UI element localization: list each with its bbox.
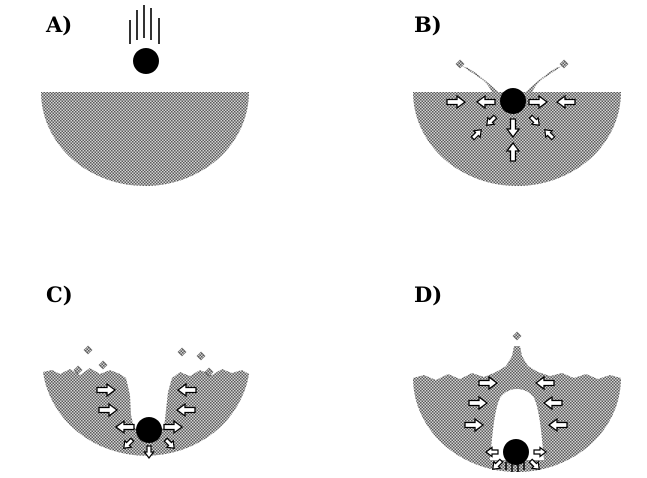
panel-b [413,59,621,186]
panel-a [41,5,249,186]
liquid-bowl-c [43,368,249,456]
impact-ball [500,88,526,114]
splash-droplet-icon [455,59,569,69]
falling-ball [133,48,159,74]
cavity-ball [503,439,529,465]
panel-c [43,345,249,459]
liquid-bowl-a [41,92,249,186]
motion-lines-icon [505,462,525,472]
splash-droplet-icon [512,331,522,341]
panel-label-a: A) [46,12,73,37]
motion-lines-icon [129,5,160,44]
sinking-ball [136,417,162,443]
panel-label-b: B) [414,12,442,37]
liquid-bowl-b [413,66,621,186]
panel-d [413,331,621,474]
panel-label-d: D) [414,282,443,307]
liquid-bowl-d [413,346,621,472]
panel-label-c: C) [46,282,73,307]
